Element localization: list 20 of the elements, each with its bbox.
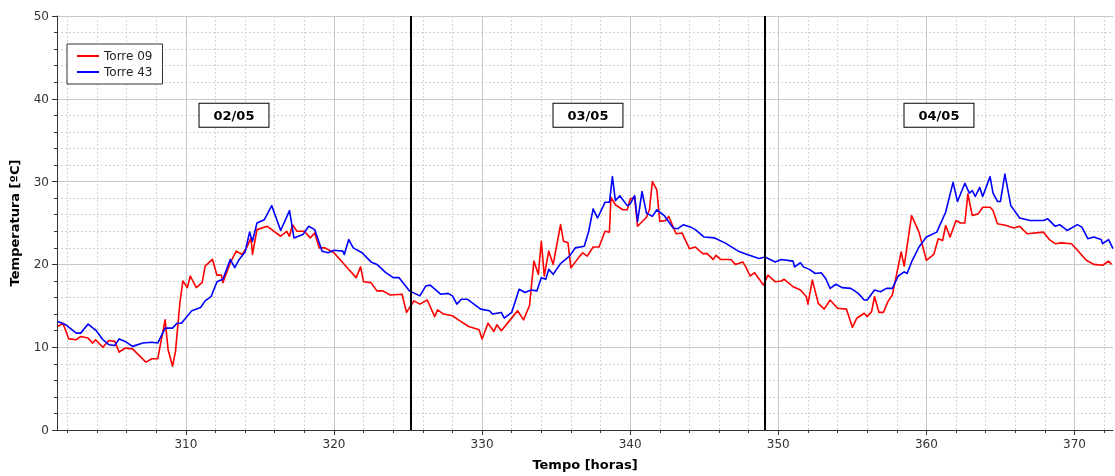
legend-label: Torre 09	[103, 49, 153, 63]
y-tick-label: 10	[33, 340, 49, 355]
x-tick-label: 340	[618, 437, 642, 451]
annotation: 03/05	[567, 107, 609, 123]
y-tick-label: 40	[33, 91, 49, 106]
annotation: 02/05	[213, 107, 255, 123]
x-tick-label: 370	[1063, 437, 1086, 451]
legend-label: Torre 43	[103, 65, 153, 79]
annotation: 04/05	[918, 107, 960, 123]
y-tick-label: 50	[33, 9, 49, 23]
x-tick-label: 350	[766, 437, 790, 451]
y-tick-label: 0	[41, 423, 49, 437]
x-tick-label: 360	[914, 437, 938, 451]
y-tick-label: 30	[33, 174, 49, 189]
x-axis-title: Tempo [horas]	[532, 457, 638, 472]
x-tick-label: 330	[470, 437, 494, 451]
x-tick-label: 320	[322, 437, 346, 451]
y-axis-title: Temperatura [ºC]	[7, 159, 22, 287]
y-tick-label: 20	[33, 257, 49, 272]
x-tick-label: 310	[174, 437, 198, 451]
